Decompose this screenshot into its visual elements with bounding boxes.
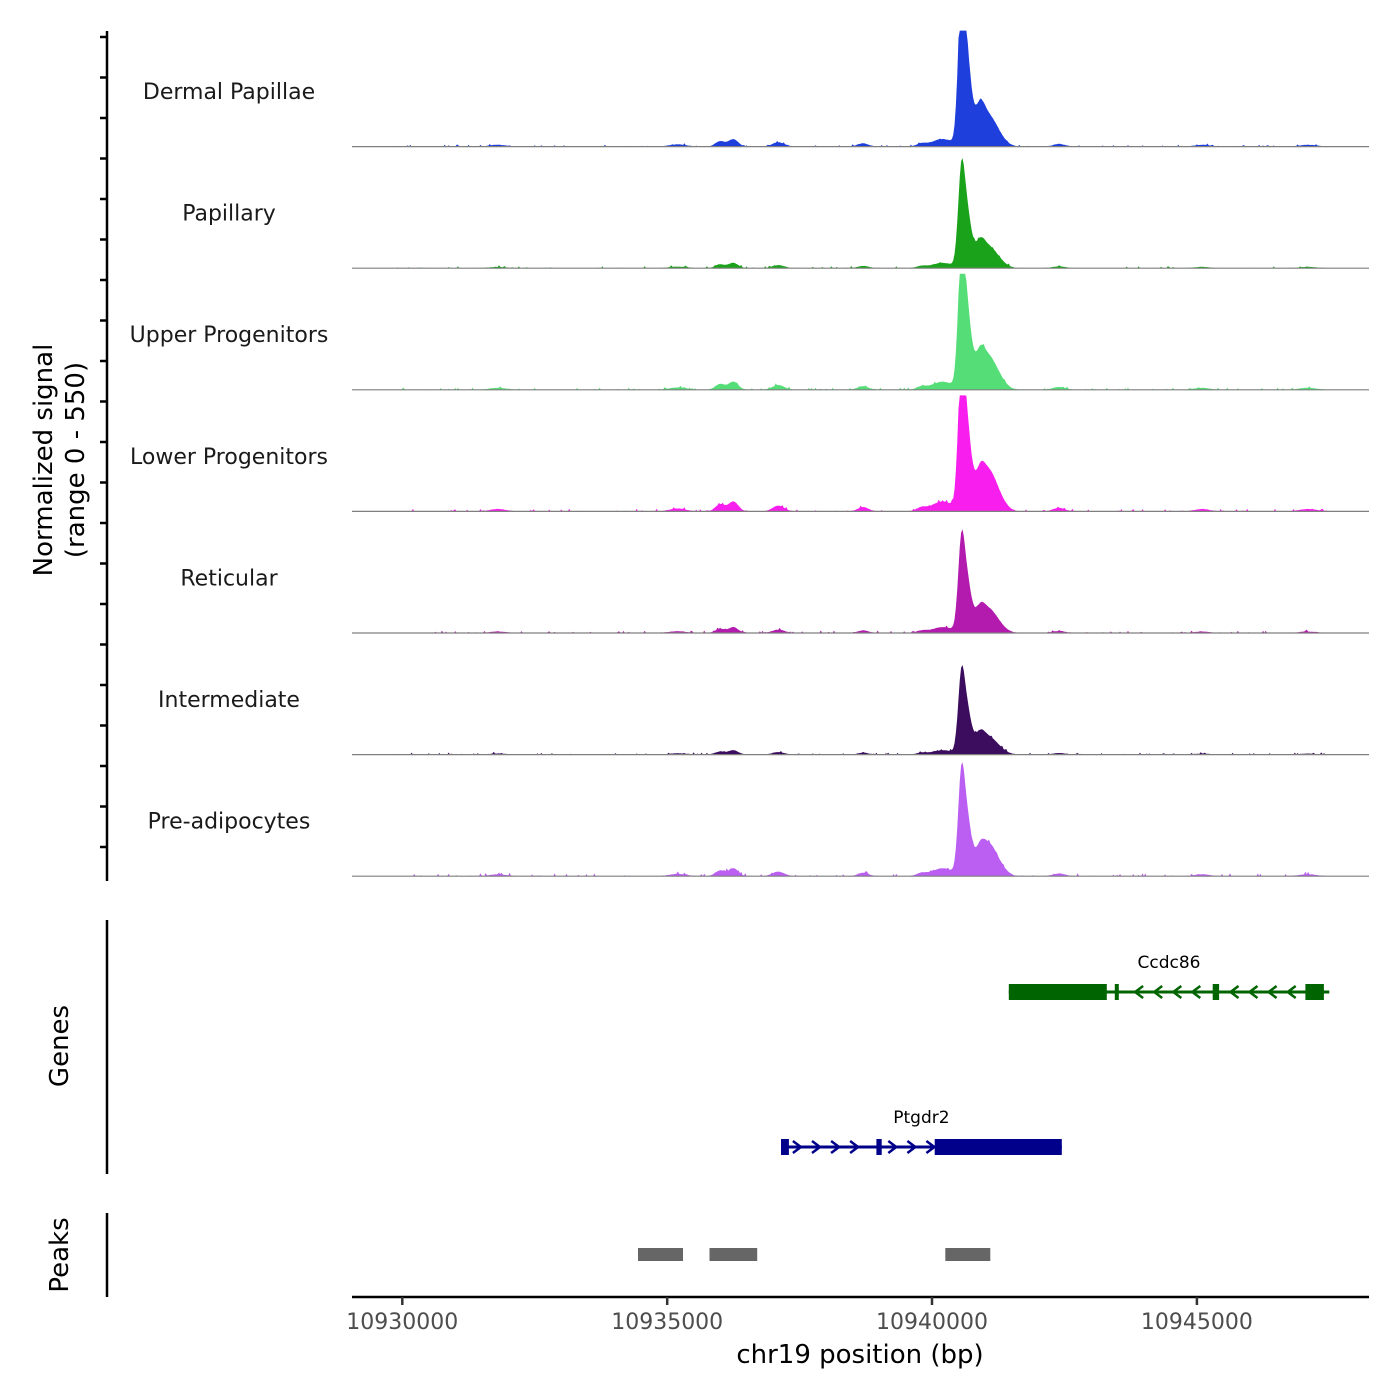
strand-arrow: [849, 1140, 861, 1154]
strand-arrow: [925, 1140, 937, 1154]
strand-arrow: [906, 1140, 918, 1154]
strand-arrow: [887, 1140, 899, 1154]
track-label: Upper Progenitors: [130, 323, 329, 348]
x-tick-label: 10940000: [876, 1310, 988, 1335]
coverage-area: [397, 665, 1327, 755]
gene-exon: [934, 1139, 1062, 1155]
track-label: Reticular: [180, 566, 278, 591]
strand-arrow: [1266, 985, 1278, 999]
genes-track-title: Genes: [45, 1005, 75, 1087]
x-tick-label: 10930000: [346, 1310, 458, 1335]
strand-arrow: [830, 1140, 842, 1154]
y-axis-title-signal: Normalized signal: [29, 344, 59, 577]
peak-track: [638, 1248, 991, 1261]
strand-arrow: [1133, 985, 1144, 999]
strand-arrow: [1171, 985, 1183, 999]
gene-exon: [876, 1139, 882, 1155]
track-label: Dermal Papillae: [143, 80, 315, 105]
coverage-area: [397, 30, 1327, 147]
x-axis: 10930000 10935000 10940000 10945000: [346, 1297, 1253, 1335]
peak-region: [638, 1248, 683, 1261]
track-label: Pre-adipocytes: [148, 810, 311, 835]
gene-track: Ptgdr2 Ccdc86: [781, 953, 1330, 1155]
coverage-area: [397, 529, 1327, 633]
track-label: Lower Progenitors: [130, 445, 328, 470]
peak-region: [709, 1248, 758, 1261]
peak-region: [945, 1248, 991, 1261]
strand-arrow: [1247, 985, 1259, 999]
y-axis-title-range: (range 0 - 550): [61, 362, 91, 558]
strand-arrow: [1190, 985, 1202, 999]
peaks-track-title: Peaks: [45, 1217, 75, 1292]
gene-exon: [1212, 984, 1220, 1000]
gene-name-label: Ccdc86: [1138, 953, 1201, 973]
coverage-area: [397, 395, 1327, 512]
strand-arrow: [792, 1140, 803, 1154]
track-label: Papillary: [182, 202, 276, 227]
gene-exon: [1114, 984, 1119, 1000]
x-tick-label: 10945000: [1141, 1310, 1253, 1335]
coverage-area: [397, 273, 1327, 390]
gene-name-label: Ptgdr2: [893, 1108, 949, 1128]
strand-arrow: [811, 1140, 823, 1154]
x-axis-title: chr19 position (bp): [736, 1340, 983, 1370]
coverage-area: [397, 762, 1327, 877]
signal-tracks: Dermal Papillae Papillary Upper Progenitor…: [130, 30, 1369, 877]
signal-y-ticks: [100, 35, 107, 849]
gene-exon: [1305, 984, 1324, 1000]
track-label: Intermediate: [158, 688, 300, 713]
gene-exon: [1008, 984, 1107, 1000]
coverage-area: [397, 158, 1327, 269]
strand-arrow: [1285, 985, 1297, 999]
gene-exon: [781, 1139, 789, 1155]
x-tick-label: 10935000: [611, 1310, 723, 1335]
strand-arrow: [1152, 985, 1163, 999]
strand-arrow: [1228, 985, 1240, 999]
